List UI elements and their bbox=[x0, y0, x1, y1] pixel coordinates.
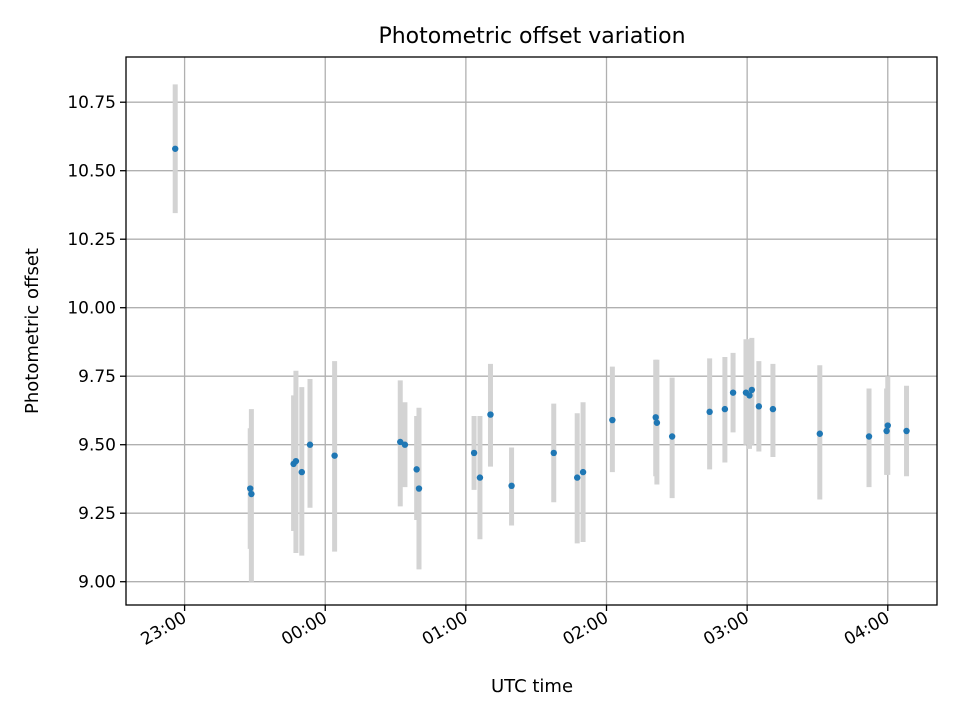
data-point bbox=[903, 427, 910, 435]
data-point bbox=[883, 427, 890, 435]
axes-frame bbox=[125, 56, 938, 606]
data-point bbox=[413, 466, 420, 473]
data-point bbox=[172, 145, 179, 152]
x-axis-label: UTC time bbox=[491, 676, 573, 697]
data-point bbox=[746, 392, 753, 399]
y-axis-label: Photometric offset bbox=[22, 248, 43, 414]
data-point bbox=[550, 449, 557, 457]
data-point bbox=[248, 490, 255, 498]
data-point bbox=[884, 422, 891, 429]
data-point bbox=[487, 411, 494, 418]
y-tick-label: 10.75 bbox=[67, 93, 116, 113]
data-point bbox=[476, 474, 484, 481]
data-point bbox=[306, 441, 314, 448]
data-point bbox=[401, 441, 409, 448]
data-point bbox=[579, 468, 587, 476]
data-point bbox=[706, 408, 713, 416]
data-point bbox=[470, 449, 478, 457]
y-tick-label: 10.25 bbox=[67, 230, 116, 250]
data-point bbox=[247, 485, 254, 492]
y-tick-label: 9.75 bbox=[78, 367, 116, 387]
y-tick-label: 9.25 bbox=[78, 504, 116, 524]
y-tick-label: 10.50 bbox=[67, 162, 116, 182]
y-tick-label: 9.00 bbox=[78, 573, 116, 593]
data-point bbox=[574, 474, 581, 481]
data-point bbox=[415, 485, 423, 492]
data-point bbox=[653, 419, 661, 426]
data-points bbox=[172, 145, 910, 498]
data-point bbox=[729, 389, 737, 396]
data-point bbox=[721, 405, 729, 413]
grid-lines bbox=[126, 57, 937, 605]
y-tick-label: 9.50 bbox=[78, 436, 116, 456]
data-point bbox=[748, 386, 756, 394]
data-point bbox=[755, 403, 763, 410]
data-point bbox=[769, 405, 777, 413]
data-point bbox=[292, 457, 300, 465]
data-point bbox=[508, 482, 515, 490]
y-axis-ticks: 9.00 9.25 9.50 9.75 10.00 10.25 10.50 10.75 bbox=[67, 93, 126, 593]
data-point bbox=[816, 430, 824, 437]
data-point bbox=[865, 433, 873, 440]
data-point bbox=[668, 433, 676, 440]
data-point bbox=[609, 416, 616, 424]
data-point bbox=[652, 414, 659, 421]
data-point bbox=[331, 452, 338, 459]
data-point bbox=[397, 438, 404, 446]
y-tick-label: 10.00 bbox=[67, 299, 116, 319]
chart-title: Photometric offset variation bbox=[378, 24, 685, 49]
data-point bbox=[298, 468, 305, 476]
